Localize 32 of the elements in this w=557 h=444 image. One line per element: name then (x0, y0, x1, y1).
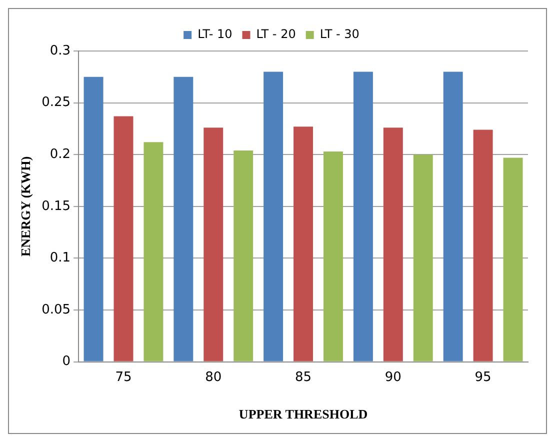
bar (144, 142, 164, 362)
bar (353, 72, 373, 362)
bar (473, 130, 493, 362)
bar (383, 128, 403, 362)
bar (204, 128, 224, 362)
x-tick-label: 85 (295, 370, 312, 385)
y-tick-label: 0.3 (50, 43, 71, 58)
bar (324, 151, 343, 362)
bar (264, 72, 284, 362)
bar (503, 158, 523, 362)
y-axis-title: ENERGY (KWH) (18, 156, 34, 257)
y-tick-label: 0.2 (50, 146, 71, 162)
x-tick-label: 75 (115, 370, 132, 385)
legend-label: LT - 20 (256, 27, 296, 42)
y-tick-label: 0 (62, 354, 71, 370)
legend-label: LT- 10 (198, 27, 232, 42)
bar (443, 72, 463, 362)
x-tick-label: 90 (384, 370, 402, 385)
legend-label: LT - 30 (320, 27, 360, 42)
y-tick-label: 0.15 (42, 198, 71, 214)
bar (174, 76, 194, 362)
x-tick-label: 95 (474, 370, 492, 385)
bar (114, 116, 134, 362)
y-tick-label: 0.05 (42, 302, 71, 318)
bar (294, 126, 314, 362)
bar (84, 76, 104, 362)
y-tick-label: 0.1 (50, 250, 71, 266)
x-axis-title: UPPER THRESHOLD (238, 406, 368, 422)
y-tick-label: 0.25 (42, 95, 71, 110)
x-tick-label: 80 (205, 370, 222, 385)
bar (234, 150, 254, 362)
bar (413, 154, 433, 362)
